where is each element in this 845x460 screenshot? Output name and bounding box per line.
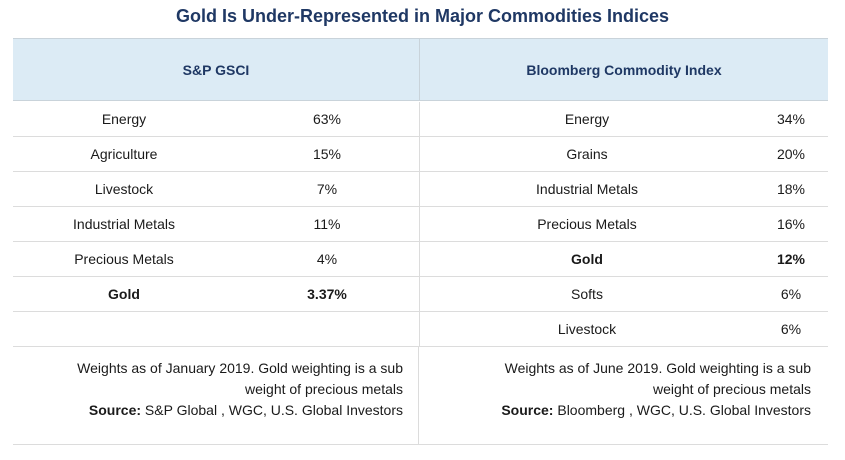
table-row: Industrial Metals 11% Precious Metals 16… xyxy=(13,207,828,242)
left-category: Livestock xyxy=(94,181,154,197)
left-note-line2: weight of precious metals xyxy=(245,381,403,397)
left-category: Agriculture xyxy=(90,146,158,162)
right-note-line1: Weights as of June 2019. Gold weighting … xyxy=(504,360,811,376)
table-row: Energy 63% Energy 34% xyxy=(13,102,828,137)
right-category: Livestock xyxy=(557,321,617,337)
left-weight: 63% xyxy=(312,111,342,127)
right-source-label: Source: xyxy=(501,402,554,418)
left-source-text: S&P Global , WGC, U.S. Global Investors xyxy=(141,402,403,418)
left-category: Energy xyxy=(101,111,147,127)
left-weight: 7% xyxy=(316,181,338,197)
left-weight: 4% xyxy=(316,251,338,267)
right-category-gold: Gold xyxy=(571,251,603,267)
header-sp-gsci: S&P GSCI xyxy=(13,39,420,100)
table-row: Gold 3.37% Softs 6% xyxy=(13,277,828,312)
right-category: Grains xyxy=(566,146,608,162)
right-source-text: Bloomberg , WGC, U.S. Global Investors xyxy=(553,402,811,418)
left-category: Industrial Metals xyxy=(73,216,175,232)
left-note-line1: Weights as of January 2019. Gold weighti… xyxy=(77,360,403,376)
right-note-line2: weight of precious metals xyxy=(653,381,811,397)
right-weight-gold: 12% xyxy=(776,251,806,267)
left-source-line: Source: S&P Global , WGC, U.S. Global In… xyxy=(13,400,403,421)
right-weight: 6% xyxy=(780,321,802,337)
right-weight: 16% xyxy=(776,216,806,232)
right-category: Industrial Metals xyxy=(536,181,638,197)
table-row: Precious Metals 4% Gold 12% xyxy=(13,242,828,277)
right-weight: 18% xyxy=(776,181,806,197)
table-row: Livestock 6% xyxy=(13,312,828,347)
notes-row: Weights as of January 2019. Gold weighti… xyxy=(13,347,828,445)
left-source-label: Source: xyxy=(88,402,142,418)
left-weight: 11% xyxy=(313,216,341,232)
right-weight: 6% xyxy=(780,286,802,302)
left-weight: 15% xyxy=(312,146,342,162)
right-source-line: Source: Bloomberg , WGC, U.S. Global Inv… xyxy=(419,400,811,421)
left-category xyxy=(13,312,235,346)
right-weight: 20% xyxy=(776,146,806,162)
header-bloomberg: Bloomberg Commodity Index xyxy=(526,61,722,78)
table-row: Livestock 7% Industrial Metals 18% xyxy=(13,172,828,207)
table-header-row: S&P GSCI Bloomberg Commodity Index xyxy=(13,38,828,101)
right-note: Weights as of June 2019. Gold weighting … xyxy=(419,347,827,444)
right-category: Precious Metals xyxy=(537,216,637,232)
right-category: Energy xyxy=(564,111,610,127)
table-row: Agriculture 15% Grains 20% xyxy=(13,137,828,172)
page-title: Gold Is Under-Represented in Major Commo… xyxy=(175,6,670,26)
left-note: Weights as of January 2019. Gold weighti… xyxy=(13,347,419,444)
right-category: Softs xyxy=(571,286,603,302)
left-category: Precious Metals xyxy=(74,251,174,267)
left-weight xyxy=(235,312,419,346)
right-weight: 34% xyxy=(776,111,806,127)
left-weight-gold: 3.37% xyxy=(307,286,347,302)
commodity-index-table: S&P GSCI Bloomberg Commodity Index Energ… xyxy=(13,38,828,445)
left-category-gold: Gold xyxy=(108,286,140,302)
